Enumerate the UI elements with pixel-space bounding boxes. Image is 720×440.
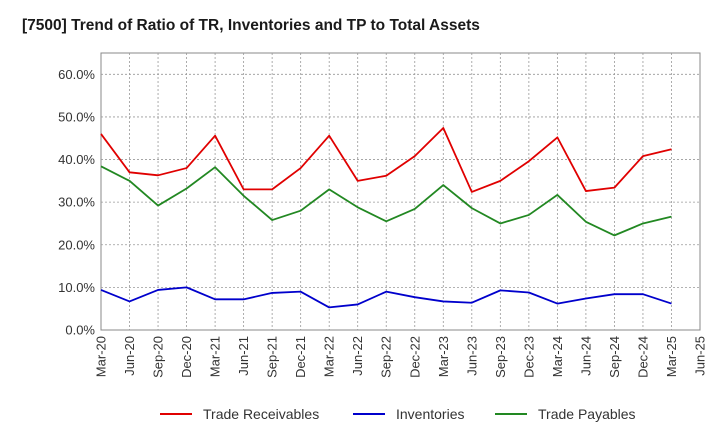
- x-tick-label: Dec-21: [293, 336, 308, 378]
- x-tick-label: Mar-25: [664, 336, 679, 377]
- x-tick-label: Sep-22: [379, 336, 394, 378]
- x-tick-label: Jun-21: [236, 336, 251, 376]
- y-tick-label: 20.0%: [58, 237, 95, 252]
- x-tick-label: Jun-24: [578, 336, 593, 376]
- x-tick-label: Sep-20: [151, 336, 166, 378]
- x-axis-ticks: Mar-20 Jun-20 Sep-20 Dec-20 Mar-21 Jun-21 Sep-…: [94, 336, 708, 378]
- series-lines: [100, 127, 672, 309]
- x-tick-label: Dec-20: [179, 336, 194, 378]
- x-tick-label: Sep-24: [607, 336, 622, 378]
- series-line: [100, 286, 672, 309]
- legend-label: Trade Payables: [538, 406, 636, 422]
- y-tick-label: 30.0%: [58, 195, 95, 210]
- x-tick-label: Jun-25: [693, 336, 708, 376]
- legend-label: Trade Receivables: [203, 406, 319, 422]
- x-tick-label: Mar-21: [208, 336, 223, 377]
- x-tick-label: Dec-23: [521, 336, 536, 378]
- x-tick-label: Jun-20: [122, 336, 137, 376]
- plot-area: [100, 52, 701, 331]
- x-tick-label: Sep-23: [493, 336, 508, 378]
- y-tick-label: 10.0%: [58, 280, 95, 295]
- y-axis-ticks: 0.0% 10.0% 20.0% 30.0% 40.0% 50.0% 60.0%: [58, 67, 95, 338]
- x-tick-label: Mar-20: [94, 336, 109, 377]
- x-tick-label: Mar-24: [550, 336, 565, 377]
- x-tick-label: Dec-22: [407, 336, 422, 378]
- x-tick-label: Sep-21: [265, 336, 280, 378]
- legend-label: Inventories: [396, 406, 464, 422]
- legend: Trade Receivables Inventories Trade Payabl…: [160, 406, 636, 422]
- y-tick-label: 40.0%: [58, 152, 95, 167]
- x-tick-label: Jun-23: [464, 336, 479, 376]
- series-line: [100, 127, 672, 193]
- chart-title: [7500] Trend of Ratio of TR, Inventories…: [22, 17, 480, 34]
- y-tick-label: 0.0%: [65, 323, 95, 338]
- x-tick-label: Jun-22: [350, 336, 365, 376]
- series-line: [100, 165, 672, 237]
- x-tick-label: Dec-24: [635, 336, 650, 378]
- x-tick-label: Mar-22: [322, 336, 337, 377]
- x-tick-label: Mar-23: [436, 336, 451, 377]
- y-tick-label: 50.0%: [58, 109, 95, 124]
- y-tick-label: 60.0%: [58, 67, 95, 82]
